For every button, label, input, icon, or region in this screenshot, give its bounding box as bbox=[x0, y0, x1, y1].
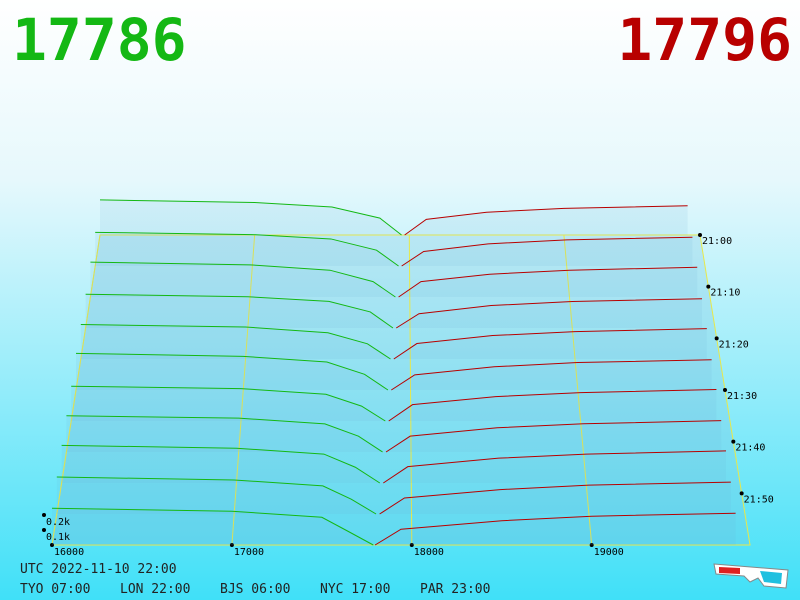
bid-depth-line bbox=[75, 352, 389, 391]
ask-depth-line bbox=[383, 450, 727, 484]
ask-depth-line bbox=[391, 359, 712, 391]
city-clock: BJS 06:00 bbox=[220, 582, 290, 597]
ask-area bbox=[401, 237, 693, 266]
depth-tick-label: 0.2k bbox=[46, 517, 70, 528]
ask-area bbox=[404, 205, 688, 235]
time-tick-label: 21:50 bbox=[744, 494, 774, 505]
ask-depth-line bbox=[404, 205, 688, 236]
price-tick-label: 16000 bbox=[54, 547, 84, 558]
clocks: TYO 07:00 LON 22:00 BJS 06:00 NYC 17:00 PAR … bbox=[20, 582, 490, 597]
time-tick bbox=[698, 233, 702, 237]
time-tick-label: 21:00 bbox=[702, 236, 732, 247]
depth-plot: 16000 17000 18000 19000 21:00 21:10 21:20 21:30… bbox=[42, 199, 774, 558]
time-tick-label: 21:30 bbox=[727, 391, 757, 402]
price-tick bbox=[409, 543, 414, 547]
price-tick bbox=[50, 543, 54, 547]
3d-glasses-icon bbox=[713, 563, 789, 589]
price-grid-line bbox=[563, 234, 593, 546]
bid-depth-line bbox=[99, 199, 402, 236]
price-tick-label: 18000 bbox=[414, 547, 444, 558]
ask-area bbox=[383, 450, 727, 483]
time-tick-label: 21:20 bbox=[719, 339, 749, 350]
bid-area bbox=[52, 508, 374, 545]
time-tick bbox=[714, 336, 719, 341]
bid-area bbox=[76, 353, 388, 390]
ask-depth-line bbox=[398, 266, 698, 298]
ask-area bbox=[375, 513, 736, 545]
ask-area bbox=[388, 389, 717, 421]
depth-tick bbox=[42, 528, 46, 532]
ask-depth-line bbox=[401, 236, 693, 267]
bid-area bbox=[61, 445, 380, 483]
bid-area bbox=[100, 199, 402, 235]
depth-tick bbox=[42, 513, 46, 517]
time-tick bbox=[706, 284, 711, 289]
bid-area bbox=[95, 232, 399, 266]
ask-depth-line bbox=[395, 298, 703, 329]
city-clock: NYC 17:00 bbox=[320, 582, 390, 597]
price-grid-line bbox=[408, 234, 413, 546]
price-tick bbox=[229, 543, 234, 547]
city-clock: LON 22:00 bbox=[120, 582, 190, 597]
ask-depth-line bbox=[379, 481, 731, 515]
bid-area bbox=[66, 415, 383, 452]
utc-time: UTC 2022-11-10 22:00 bbox=[20, 562, 177, 577]
ask-depth-line bbox=[393, 328, 707, 360]
city-clock: PAR 23:00 bbox=[420, 582, 490, 597]
bid-depth-line bbox=[66, 415, 383, 453]
bid-depth-line bbox=[90, 261, 396, 298]
ask-area bbox=[391, 359, 712, 390]
price-tick-label: 17000 bbox=[234, 547, 264, 558]
bid-depth-line bbox=[80, 324, 391, 360]
bid-area bbox=[71, 386, 386, 421]
bid-area bbox=[80, 324, 391, 359]
ask-depth-line bbox=[385, 420, 722, 453]
ask-area bbox=[393, 328, 707, 359]
price-tick-label: 19000 bbox=[594, 547, 624, 558]
price-grid-line bbox=[231, 234, 256, 546]
city-clock: TYO 07:00 bbox=[20, 582, 90, 597]
bid-depth-line bbox=[71, 385, 386, 422]
ask-area bbox=[379, 482, 731, 514]
price-grid-line bbox=[51, 234, 101, 546]
time-tick bbox=[731, 439, 736, 444]
depth-tick-label: 0.1k bbox=[46, 532, 70, 543]
ask-area bbox=[398, 267, 698, 297]
bid-depth-line bbox=[56, 476, 377, 515]
bid-depth-line bbox=[51, 507, 374, 546]
bid-depth-line bbox=[95, 231, 399, 267]
price-tick bbox=[589, 543, 594, 547]
ask-depth-line bbox=[374, 512, 736, 546]
bid-price: 17786 bbox=[12, 6, 187, 74]
time-tick bbox=[739, 491, 744, 496]
time-tick-label: 21:10 bbox=[710, 288, 740, 299]
time-tick-label: 21:40 bbox=[735, 443, 765, 454]
bid-depth-line bbox=[85, 293, 394, 329]
ask-price: 17796 bbox=[617, 6, 792, 74]
bid-area bbox=[90, 262, 396, 297]
ask-depth-line bbox=[388, 388, 717, 422]
time-tick bbox=[723, 388, 727, 392]
bid-area bbox=[85, 294, 394, 328]
bid-depth-line bbox=[61, 444, 381, 484]
ask-area bbox=[386, 420, 722, 452]
bid-area bbox=[56, 477, 377, 514]
ask-area bbox=[396, 298, 703, 328]
